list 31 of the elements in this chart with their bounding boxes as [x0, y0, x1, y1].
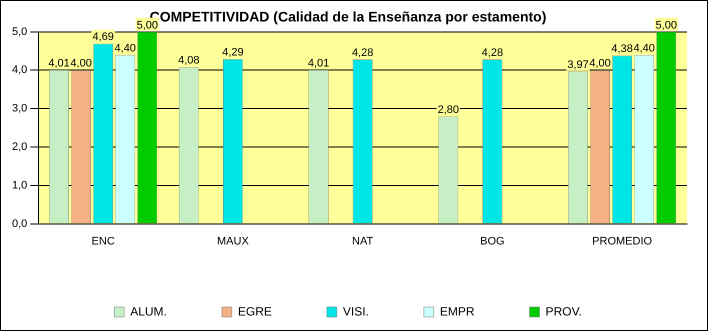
y-tick-label: 3,0 [12, 102, 28, 115]
y-tick-label: 4,0 [12, 64, 28, 76]
legend-label: VISI. [342, 304, 369, 318]
data-label: 4,01 [308, 57, 330, 70]
data-label: 4,38 [611, 43, 633, 56]
legend-label: EGRE [238, 304, 272, 318]
data-label: 4,00 [70, 58, 92, 70]
data-label: 4,40 [633, 42, 655, 54]
legend-label: PROV. [546, 304, 582, 318]
x-tick-label: MAUX [217, 235, 250, 248]
legend-label: EMPR [440, 304, 475, 318]
data-label: 4,69 [92, 31, 114, 44]
data-label: 4,29 [222, 46, 244, 59]
legend-label: ALUM. [130, 304, 167, 318]
y-tick-label: 0,0 [12, 218, 28, 230]
data-label: 3,97 [567, 58, 589, 71]
data-label: 4,00 [589, 58, 611, 70]
x-tick-label: BOG [480, 235, 505, 248]
data-label: 4,28 [352, 46, 374, 59]
data-label: 5,00 [656, 19, 677, 32]
x-tick-label: NAT [352, 235, 374, 248]
y-tick-label: 1,0 [12, 179, 28, 192]
y-tick-label: 5,0 [12, 26, 28, 38]
data-label: 2,80 [438, 104, 459, 116]
data-label: 4,08 [178, 54, 200, 67]
y-tick-label: 2,0 [12, 141, 28, 154]
data-label: 4,01 [48, 57, 70, 70]
x-tick-label: ENC [92, 235, 115, 248]
data-label: 4,40 [114, 42, 136, 54]
data-label: 4,28 [482, 46, 504, 59]
x-tick-label: PROMEDIO [592, 235, 653, 248]
